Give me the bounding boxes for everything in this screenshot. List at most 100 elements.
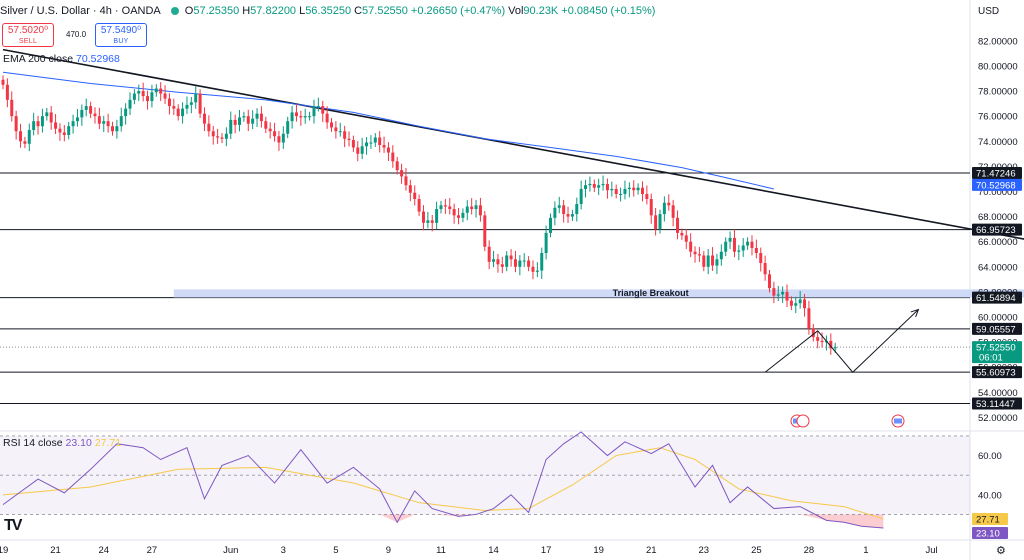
rsi-legend[interactable]: RSI 14 close 23.10 27.71 <box>3 437 121 449</box>
rsi-legend-value: 23.10 <box>65 437 92 449</box>
gear-icon[interactable]: ⚙ <box>996 545 1006 557</box>
candle <box>220 133 224 144</box>
candle-body <box>62 132 66 135</box>
currency-selector[interactable]: USD <box>978 6 1000 17</box>
candle-body <box>636 187 640 191</box>
price-tick-label: 82.00000 <box>978 36 1018 47</box>
candle <box>216 128 220 144</box>
sell-button[interactable]: 57.5020⁰ SELL <box>2 23 54 47</box>
price-tick-label: 54.00000 <box>978 388 1018 399</box>
candle-body <box>220 137 224 139</box>
candle <box>119 107 123 132</box>
candle <box>198 89 202 119</box>
candle-body <box>150 92 154 102</box>
candle <box>189 96 193 114</box>
candle-body <box>562 205 566 215</box>
candle-body <box>32 121 36 130</box>
candle <box>312 99 316 124</box>
candle-body <box>308 116 312 118</box>
candle <box>570 209 574 221</box>
candle-body <box>549 217 552 233</box>
candle-body <box>807 308 811 329</box>
candle-body <box>106 121 110 127</box>
price-tick-label: 74.00000 <box>978 137 1018 148</box>
candle <box>645 185 649 205</box>
candle-body <box>715 259 719 266</box>
candle <box>19 123 23 148</box>
candle-body <box>211 131 215 137</box>
candle-body <box>356 147 360 154</box>
candle <box>268 122 272 139</box>
candle <box>474 199 478 218</box>
volume-label: Vol <box>508 5 524 17</box>
change-value: +0.26650 (+0.47%) <box>410 5 506 17</box>
candle <box>141 82 145 102</box>
candle-body <box>785 291 789 301</box>
candle-body <box>163 93 167 99</box>
candle-body <box>400 170 404 177</box>
candle-body <box>391 152 395 162</box>
candle-body <box>347 138 351 141</box>
ema-price-tag <box>972 178 1022 191</box>
candle <box>277 130 281 151</box>
candle-body <box>408 185 412 193</box>
projection-path <box>764 309 919 373</box>
candle <box>794 296 798 314</box>
candle-body <box>592 183 596 188</box>
candle-body <box>185 104 189 109</box>
candle <box>128 92 132 116</box>
candle-body <box>97 116 101 124</box>
candle-body <box>588 183 592 186</box>
candle <box>798 291 802 309</box>
candle <box>286 116 290 139</box>
candle-body <box>627 187 631 189</box>
tradingview-logo-icon[interactable]: TV <box>4 517 23 534</box>
candle-body <box>448 206 452 210</box>
candle-body <box>645 193 649 200</box>
candle-body <box>251 118 255 124</box>
candle <box>452 203 456 224</box>
candle-body <box>680 232 684 236</box>
candle-body <box>417 199 421 212</box>
candle-body <box>702 255 706 267</box>
ema-legend[interactable]: EMA 200 close 70.52968 <box>3 53 120 65</box>
candle <box>351 135 355 152</box>
candle-body <box>483 215 487 247</box>
candle-body <box>553 207 557 218</box>
buy-button[interactable]: 57.5490⁰ BUY <box>95 23 147 47</box>
time-tick-label: 11 <box>436 545 446 556</box>
candle <box>728 231 732 250</box>
rsi-ma-tag-label: 27.71 <box>976 514 1000 525</box>
candle <box>382 136 386 153</box>
candle <box>671 199 675 227</box>
candle <box>667 194 671 211</box>
price-tick-label: 60.00000 <box>978 313 1018 324</box>
candle-body <box>579 188 583 205</box>
low-label: L <box>299 5 306 17</box>
high-value: 57.82200 <box>250 5 297 17</box>
candle-body <box>544 232 548 253</box>
candle-body <box>369 142 373 144</box>
high-label: H <box>242 5 251 17</box>
candle-body <box>605 183 609 191</box>
rsi-oversold-fill <box>861 514 884 528</box>
last-price-label: 57.52550 <box>976 343 1016 354</box>
candle <box>417 194 421 216</box>
candle <box>584 179 588 198</box>
candle-body <box>27 129 31 144</box>
candle <box>202 107 206 132</box>
candle <box>562 199 566 223</box>
candle <box>684 229 688 250</box>
candle <box>732 229 736 258</box>
candle-body <box>833 347 837 349</box>
candle-body <box>378 137 382 146</box>
candle-body <box>829 340 833 349</box>
candle-body <box>84 106 88 110</box>
candle-body <box>71 121 75 127</box>
time-tick-label: 25 <box>751 545 762 556</box>
symbol-title[interactable]: Silver / U.S. Dollar · 4h · OANDA <box>0 5 161 17</box>
candle <box>172 98 176 116</box>
candle-body <box>535 270 539 272</box>
candle <box>715 253 719 274</box>
